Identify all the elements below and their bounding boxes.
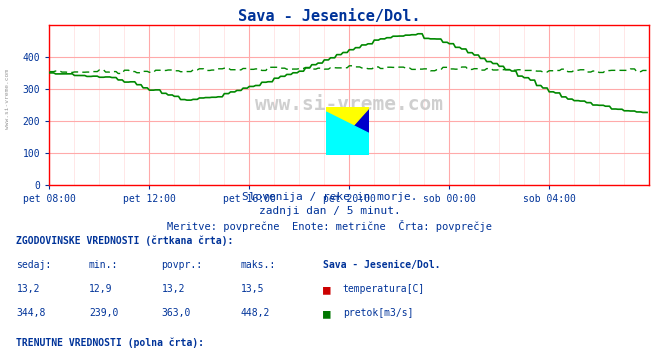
Text: 239,0: 239,0 <box>89 308 119 318</box>
Text: min.:: min.: <box>89 260 119 270</box>
Text: 13,2: 13,2 <box>16 284 40 294</box>
Text: maks.:: maks.: <box>241 260 275 270</box>
Polygon shape <box>326 107 369 155</box>
Text: 12,9: 12,9 <box>89 284 113 294</box>
Text: ■: ■ <box>323 308 330 321</box>
Text: Sava - Jesenice/Dol.: Sava - Jesenice/Dol. <box>239 9 420 24</box>
Text: 13,2: 13,2 <box>161 284 185 294</box>
Text: 448,2: 448,2 <box>241 308 270 318</box>
Text: Meritve: povprečne  Enote: metrične  Črta: povprečje: Meritve: povprečne Enote: metrične Črta:… <box>167 220 492 232</box>
Text: www.si-vreme.com: www.si-vreme.com <box>5 69 11 128</box>
Polygon shape <box>326 112 369 155</box>
Text: www.si-vreme.com: www.si-vreme.com <box>255 95 444 114</box>
Text: temperatura[C]: temperatura[C] <box>343 284 425 294</box>
Polygon shape <box>326 107 369 155</box>
Text: povpr.:: povpr.: <box>161 260 202 270</box>
Text: TRENUTNE VREDNOSTI (polna črta):: TRENUTNE VREDNOSTI (polna črta): <box>16 338 204 348</box>
Text: zadnji dan / 5 minut.: zadnji dan / 5 minut. <box>258 206 401 216</box>
Text: 13,5: 13,5 <box>241 284 264 294</box>
Text: ■: ■ <box>323 284 330 297</box>
Text: sedaj:: sedaj: <box>16 260 51 270</box>
Text: Slovenija / reke in morje.: Slovenija / reke in morje. <box>242 192 417 202</box>
Text: Sava - Jesenice/Dol.: Sava - Jesenice/Dol. <box>323 260 440 270</box>
Text: 363,0: 363,0 <box>161 308 191 318</box>
Text: pretok[m3/s]: pretok[m3/s] <box>343 308 413 318</box>
Text: ZGODOVINSKE VREDNOSTI (črtkana črta):: ZGODOVINSKE VREDNOSTI (črtkana črta): <box>16 236 234 246</box>
Text: 344,8: 344,8 <box>16 308 46 318</box>
